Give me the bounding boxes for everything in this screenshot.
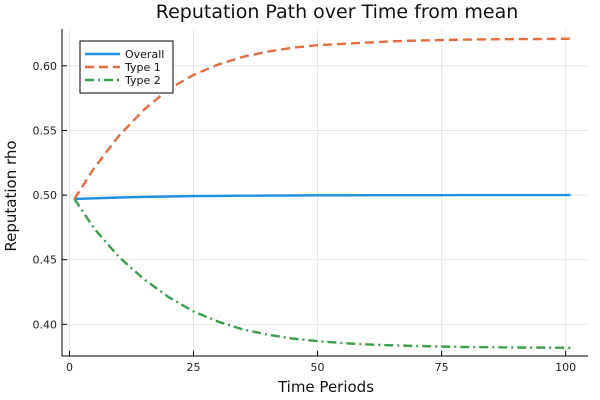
x-tick-label: 0 [66,361,73,374]
x-tick-label: 50 [311,361,325,374]
x-tick-label: 100 [555,361,576,374]
chart-title: Reputation Path over Time from mean [156,1,519,23]
x-tick-label: 75 [435,361,449,374]
legend-label-type-2: Type 2 [124,74,161,87]
legend: Overall Type 1 Type 2 [79,40,174,94]
axes [61,29,588,357]
y-axis-label: Reputation rho [2,140,20,251]
legend-label-overall: Overall [125,48,164,61]
y-tick-label: 0.45 [33,254,58,267]
legend-box [79,40,174,94]
grid [62,29,588,356]
y-tick-label: 0.60 [33,60,58,73]
legend-label-type-1: Type 1 [124,61,161,74]
y-tick-label: 0.50 [33,189,58,202]
y-tick-label: 0.55 [33,124,58,137]
series-lines [73,37,571,350]
x-axis-label: Time Periods [277,378,374,396]
series-line-overall [74,193,571,201]
x-tick-label: 25 [187,361,201,374]
series-line-type-1 [73,37,571,200]
y-tick-label: 0.40 [33,318,58,331]
series-line-type-2 [73,198,571,350]
ticks: 0 25 50 75 100 0.40 0.45 0.50 0.55 0.60 [33,60,577,374]
